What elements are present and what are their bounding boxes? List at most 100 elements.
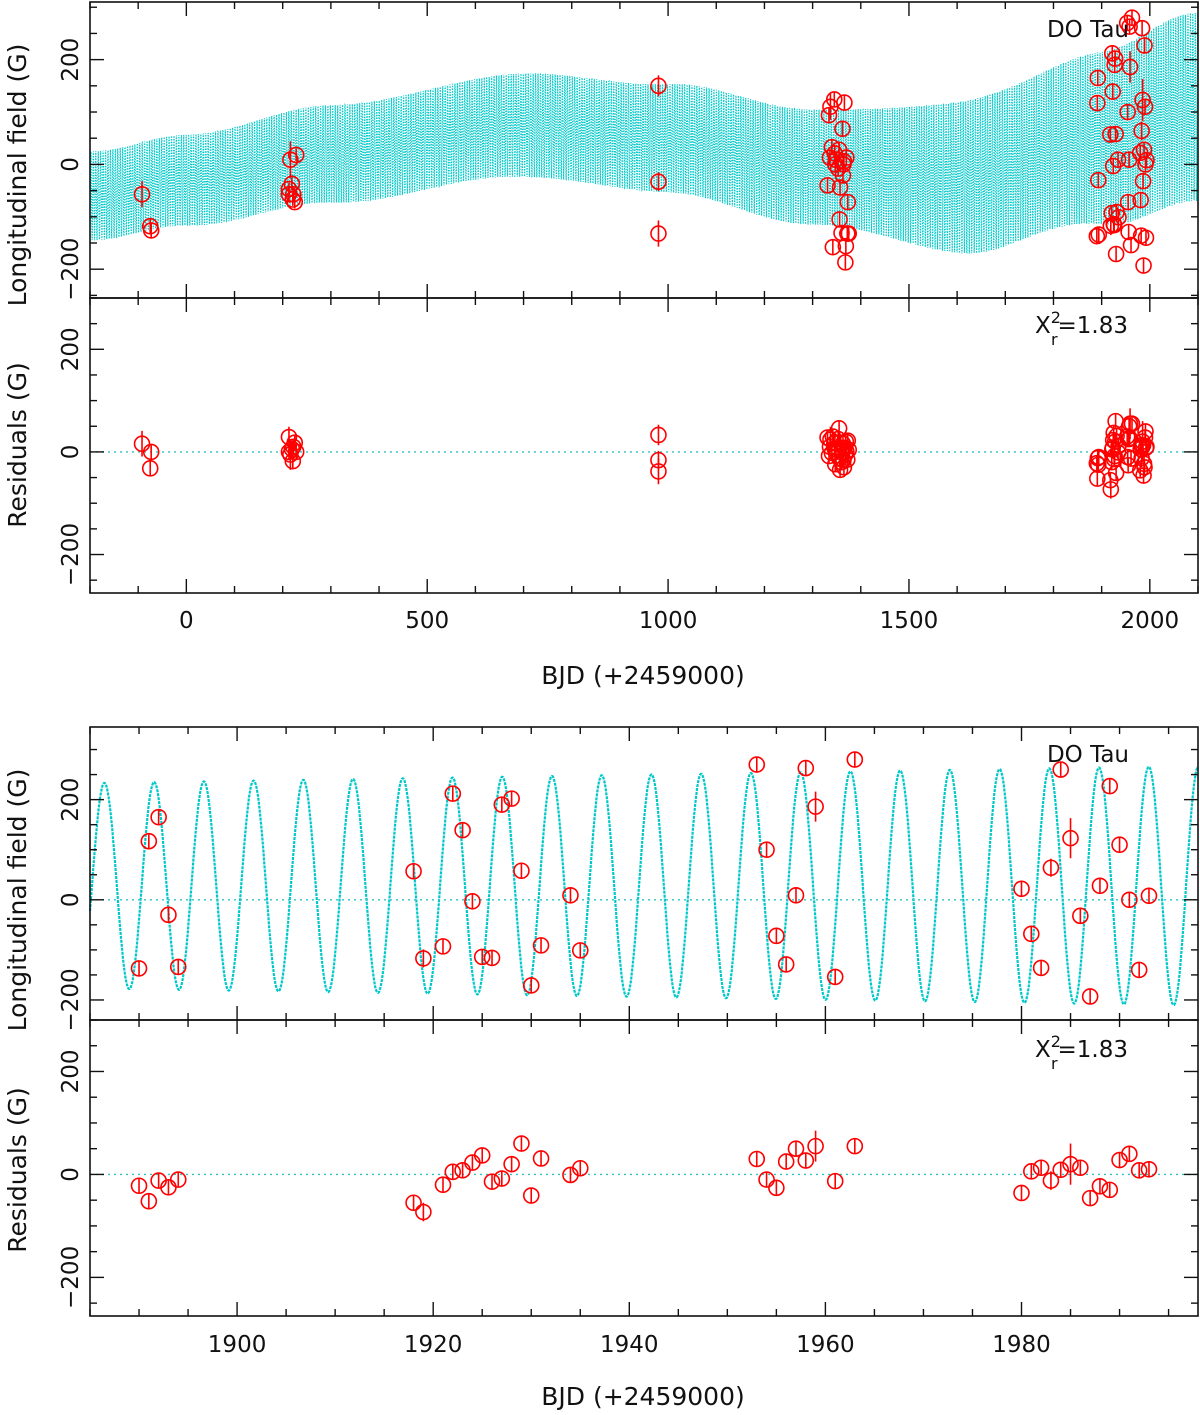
fig1-top-ytick-label-0: −200 [58,238,84,301]
fig2-field-marker-37 [1091,877,1109,895]
fig2-xtick-label-0: 1900 [208,1332,267,1358]
fig2-resid-point-35 [1072,1159,1089,1177]
fig1-field-point-9 [286,193,304,211]
fig2-resid-point-17 [532,1150,550,1167]
fig1-field-model-band [89,12,1199,254]
fig1-resid-point-68 [1123,415,1141,432]
fig2-chi2-sub: r [1051,1054,1058,1073]
fig2-field-marker-34 [1062,829,1079,847]
fig1-resid-point-39 [840,441,858,459]
fig1-field-marker-54 [1106,50,1124,67]
fig1-field-point-12 [650,172,667,192]
fig2-resid-point-26 [807,1130,824,1162]
fig2-resid-point-33 [1052,1161,1070,1179]
fig1-field-point-33 [836,94,853,111]
fig1-field-marker-59 [1110,209,1127,226]
fig1-field-marker-20 [825,91,843,108]
fig1-field-point-32 [835,152,853,170]
fig1-field-marker-39 [840,225,858,242]
fig1-field-marker-65 [1121,18,1138,35]
fig2-resid-marker-6 [415,1203,432,1221]
fig2-resid-point-11 [473,1147,491,1164]
fig1-resid-point-25 [830,420,848,437]
fig2-resid-marker-15 [513,1135,530,1152]
fig1-field-point-82 [1138,151,1155,169]
fig1-resid-point-10 [287,443,305,461]
fig1-bottom-panel: −200 0 200 X2 r=1.83 Residuals (G) [3,297,1199,594]
fig1-field-point-42 [1089,69,1107,87]
fig2-resid-point-15 [513,1135,530,1152]
fig1-field-marker-81 [1137,229,1155,247]
fig1-field-marker-13 [650,225,667,242]
fig2-field-marker-27 [826,968,844,986]
fig2-residual-points [130,1130,1158,1222]
fig2-field-marker-8 [444,785,462,802]
fig2-field-point-42 [1140,887,1158,905]
fig2-resid-point-6 [415,1202,432,1222]
fig2-resid-marker-40 [1121,1145,1138,1163]
fig1-field-marker-70 [1132,191,1149,209]
fig2-field-point-36 [1081,988,1099,1005]
fig2-resid-point-7 [434,1176,452,1194]
fig1-field-marker-44 [1090,226,1108,243]
fig2-resid-marker-24 [787,1140,805,1157]
fig1-bottom-ticks: −200 0 200 [58,297,1199,593]
fig1-field-marker-33 [836,94,853,111]
fig1-field-marker-67 [1122,236,1140,254]
fig2-field-marker-18 [562,886,579,904]
fig2-field-marker-13 [493,796,511,813]
fig2-xlabel: BJD (+2459000) [541,1382,745,1411]
fig2-field-point-18 [562,886,579,904]
fig2-field-marker-24 [787,886,805,904]
fig2-field-marker-38 [1101,777,1119,795]
fig1-field-marker-9 [286,193,304,211]
fig2-field-point-10 [464,892,481,910]
fig1-field-marker-68 [1123,9,1141,27]
fig2-top-ytick-label-0: −200 [58,968,84,1031]
fig2-bottom-ytick-label-0: −200 [58,1246,84,1309]
fig1-field-marker-45 [1102,126,1119,143]
fig2-field-marker-30 [1023,925,1040,943]
fig1-field-point-65 [1121,18,1138,35]
fig2-chi2-label: X2 r=1.83 [1035,1032,1128,1073]
fig2-field-marker-42 [1140,887,1158,905]
fig2-resid-marker-27 [826,1172,844,1190]
fig2-resid-point-9 [454,1162,471,1179]
fig2-resid-marker-21 [758,1171,775,1188]
fig2-field-point-34 [1062,818,1079,859]
fig1-field-marker-27 [831,179,849,196]
fig2-field-marker-32 [1042,859,1060,877]
fig1-field-marker-5 [282,151,299,168]
fig2-field-marker-14 [503,790,520,807]
fig1-resid-point-38 [839,432,857,449]
fig2-field-point-2 [150,808,167,826]
fig1-resid-marker-10 [287,443,305,461]
fig1-field-point-81 [1137,229,1155,247]
fig1-field-marker-38 [839,193,857,211]
fig1-resid-marker-68 [1123,415,1141,432]
fig2-field-marker-3 [160,906,177,924]
fig1-field-point-54 [1106,50,1124,67]
fig1-bottom-ytick-label-0: −200 [58,523,84,586]
fig2-field-marker-10 [464,892,481,910]
fig1-field-marker-66 [1121,58,1139,76]
fig2-resid-point-24 [787,1140,805,1157]
fig2-resid-marker-26 [807,1137,824,1155]
fig1-field-marker-19 [824,238,842,256]
fig1-field-marker-58 [1109,151,1127,168]
fig1-resid-point-13 [650,458,667,485]
fig2-field-point-35 [1072,907,1089,925]
fig1-field-point-20 [825,91,843,108]
fig1-field-point-38 [839,193,857,211]
fig1-resid-marker-38 [839,432,857,449]
fig2-field-point-30 [1023,925,1040,943]
fig2-field-point-40 [1121,891,1138,909]
fig2-bottom-panel: −200 0 200 X2 r=1.83 Residuals (G) [3,1019,1199,1317]
fig2-field-point-16 [522,977,540,994]
fig1-field-point-26 [831,211,848,228]
fig1-field-marker-11 [650,77,667,95]
fig1-field-point-36 [838,149,855,166]
fig2-resid-point-41 [1130,1162,1148,1179]
fig2-field-marker-35 [1072,907,1089,925]
fig2-top-frame [89,726,1199,1021]
